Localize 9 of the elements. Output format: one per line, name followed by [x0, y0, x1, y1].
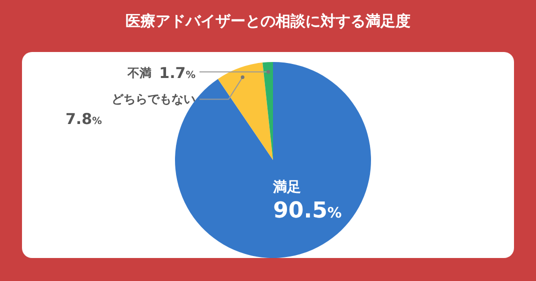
slice-label: 満足	[272, 179, 302, 196]
data-label: 1.7%	[159, 64, 196, 82]
chart-title: 医療アドバイザーとの相談に対する満足度	[124, 12, 412, 31]
pie-slice	[262, 62, 273, 160]
data-label: 90.5%	[273, 198, 342, 224]
pie-slice	[218, 62, 273, 160]
data-label: 7.8%	[66, 110, 102, 128]
slice-label: 不満	[126, 66, 152, 80]
slice-label: どちらでもない	[112, 92, 196, 106]
